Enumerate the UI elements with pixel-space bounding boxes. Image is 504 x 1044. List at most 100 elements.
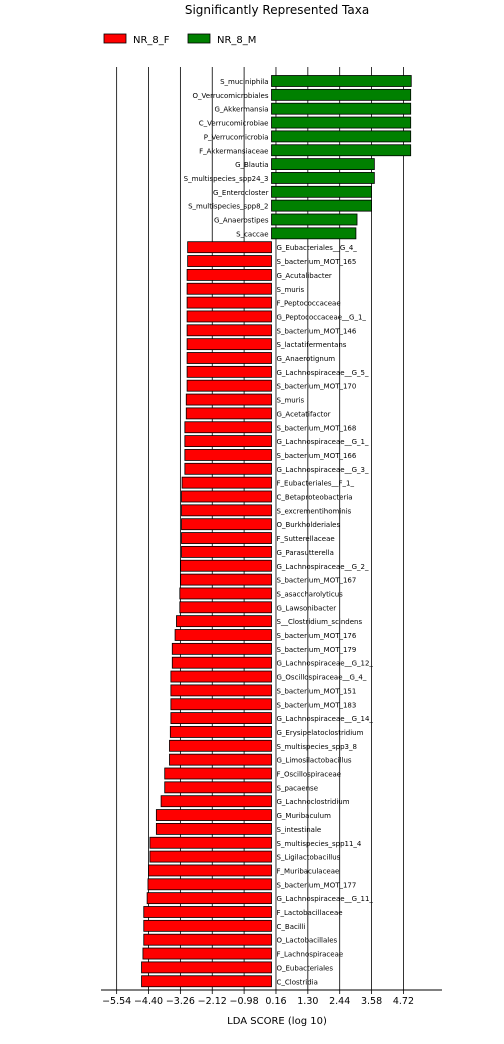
bar [271,144,412,157]
bar-label: C_Verrucomicrobiae [199,120,269,128]
bar-label: S_bacterium_MOT_183 [277,701,357,709]
bar [181,518,272,531]
bar [271,172,375,184]
bar [141,975,272,988]
bar-label: S_multispecies_spp8_2 [188,203,268,211]
bar-label: G_Oscillospiraceae__G_4_ [277,674,367,682]
bar [185,393,272,406]
bar-label: G_Acetatifactor [277,410,331,418]
bar-label: F_Lachnospiraceae [277,951,344,959]
bar [184,449,272,461]
x-tick-label: −3.26 [166,996,195,1007]
bar-label: G_Blautia [235,161,268,169]
x-tick-label: −4.40 [134,996,163,1007]
bar-label: F_Akkermansiaceae [199,147,268,155]
bar-label: S__Clostridium_scindens [277,618,363,626]
bar-label: G_Erysipelatoclostridium [277,729,364,737]
bar [186,310,272,323]
x-tick-label: 1.30 [297,996,318,1007]
bar-label: S_asaccharolyticus [277,590,344,598]
bar [181,532,272,544]
bar-label: S_bacterium_MOT_165 [277,258,357,266]
bar [155,809,272,821]
bar-label: O_Verrucomicrobiales [193,92,269,100]
bar-label: S_bacterium_MOT_151 [277,687,357,695]
bar [170,712,272,724]
bar-label: G_Eubacteriales__G_4_ [277,244,358,252]
bar-label: S_multispecies_spp3_8 [277,743,357,751]
legend-swatch-nr-8-m [187,33,211,44]
bar [271,158,375,171]
bar-label: S_intestinale [277,826,322,834]
legend-swatch-nr-8-f [103,33,127,44]
x-axis-label: LDA SCORE (log 10) [227,1016,327,1027]
bar-label: S_muris [277,286,305,294]
bar [271,213,358,226]
bar-label: S_bacterium_MOT_176 [277,632,357,640]
x-axis: −5.54 −4.40 −3.26 −2.12 −0.98 0.16 1.30 2.44 3.5… [101,989,442,1007]
bar-label: G_Acutalibacter [277,272,332,280]
bar-label: S_muris [277,397,305,405]
bar [149,850,272,863]
bar [143,933,272,946]
bar [169,753,272,766]
bar [147,878,272,891]
bar-label: S_muciniphila [220,78,268,86]
bar [184,421,272,434]
bar [186,268,272,281]
x-tick-label: −0.98 [230,996,259,1007]
bar [185,407,272,420]
bar [176,615,272,628]
bar [181,504,272,517]
bar [186,282,272,295]
bar [170,670,272,683]
x-tick-label: −2.12 [198,996,227,1007]
bars [141,75,412,988]
bar-label: G_Peptococcaceae__G_1_ [277,313,367,321]
bar [271,227,357,240]
bar-label: O_Eubacteriales [277,964,334,972]
bar [271,130,412,143]
bar [271,75,412,87]
bar-label: F_Lactobacillaceae [277,909,343,917]
bar-label: C_Clostridia [277,978,318,986]
bar [146,892,272,905]
bar [180,573,272,586]
bar-label: S_bacterium_MOT_167 [277,577,357,585]
bar-label: S_caccae [236,230,268,238]
bar [170,698,272,711]
bar-label: G_Lachnospiraceae__G_14_ [277,715,374,723]
bar [143,919,272,932]
bar [184,462,272,475]
bar-label: S_bacterium_MOT_168 [277,424,357,432]
bar-label: S_bacterium_MOT_166 [277,452,357,460]
bar [160,795,272,808]
x-tick-label: 4.72 [393,996,414,1007]
bar [141,961,272,974]
bar-label: G_Lachnospiraceae__G_3_ [277,466,369,474]
bar [148,864,272,877]
x-tick-label: 0.16 [265,996,286,1007]
bar [271,185,372,198]
bar [142,947,272,960]
bar [186,324,272,337]
bar-label: G_Lachnospiraceae__G_12_ [277,660,374,668]
bar-label: S_excrementihominis [277,507,352,515]
bar [174,629,272,641]
bar-label: S_Ligilactobacillus [277,854,341,862]
bar [186,379,272,392]
bar-label: S_multispecies_spp24_3 [184,175,269,183]
bar-label: S_bacterium_MOT_146 [277,327,357,335]
bar [170,684,272,697]
bar-label: G_Lawsonibacter [277,604,337,612]
bar-label: S_bacterium_MOT_170 [277,383,357,391]
bar-label: O_Lactobacillales [277,937,338,945]
bar [143,906,272,918]
bar [271,116,412,129]
bar [187,255,272,267]
bar-label: O_Burkholderiales [277,521,341,529]
bar [187,241,272,254]
bar [271,102,412,115]
